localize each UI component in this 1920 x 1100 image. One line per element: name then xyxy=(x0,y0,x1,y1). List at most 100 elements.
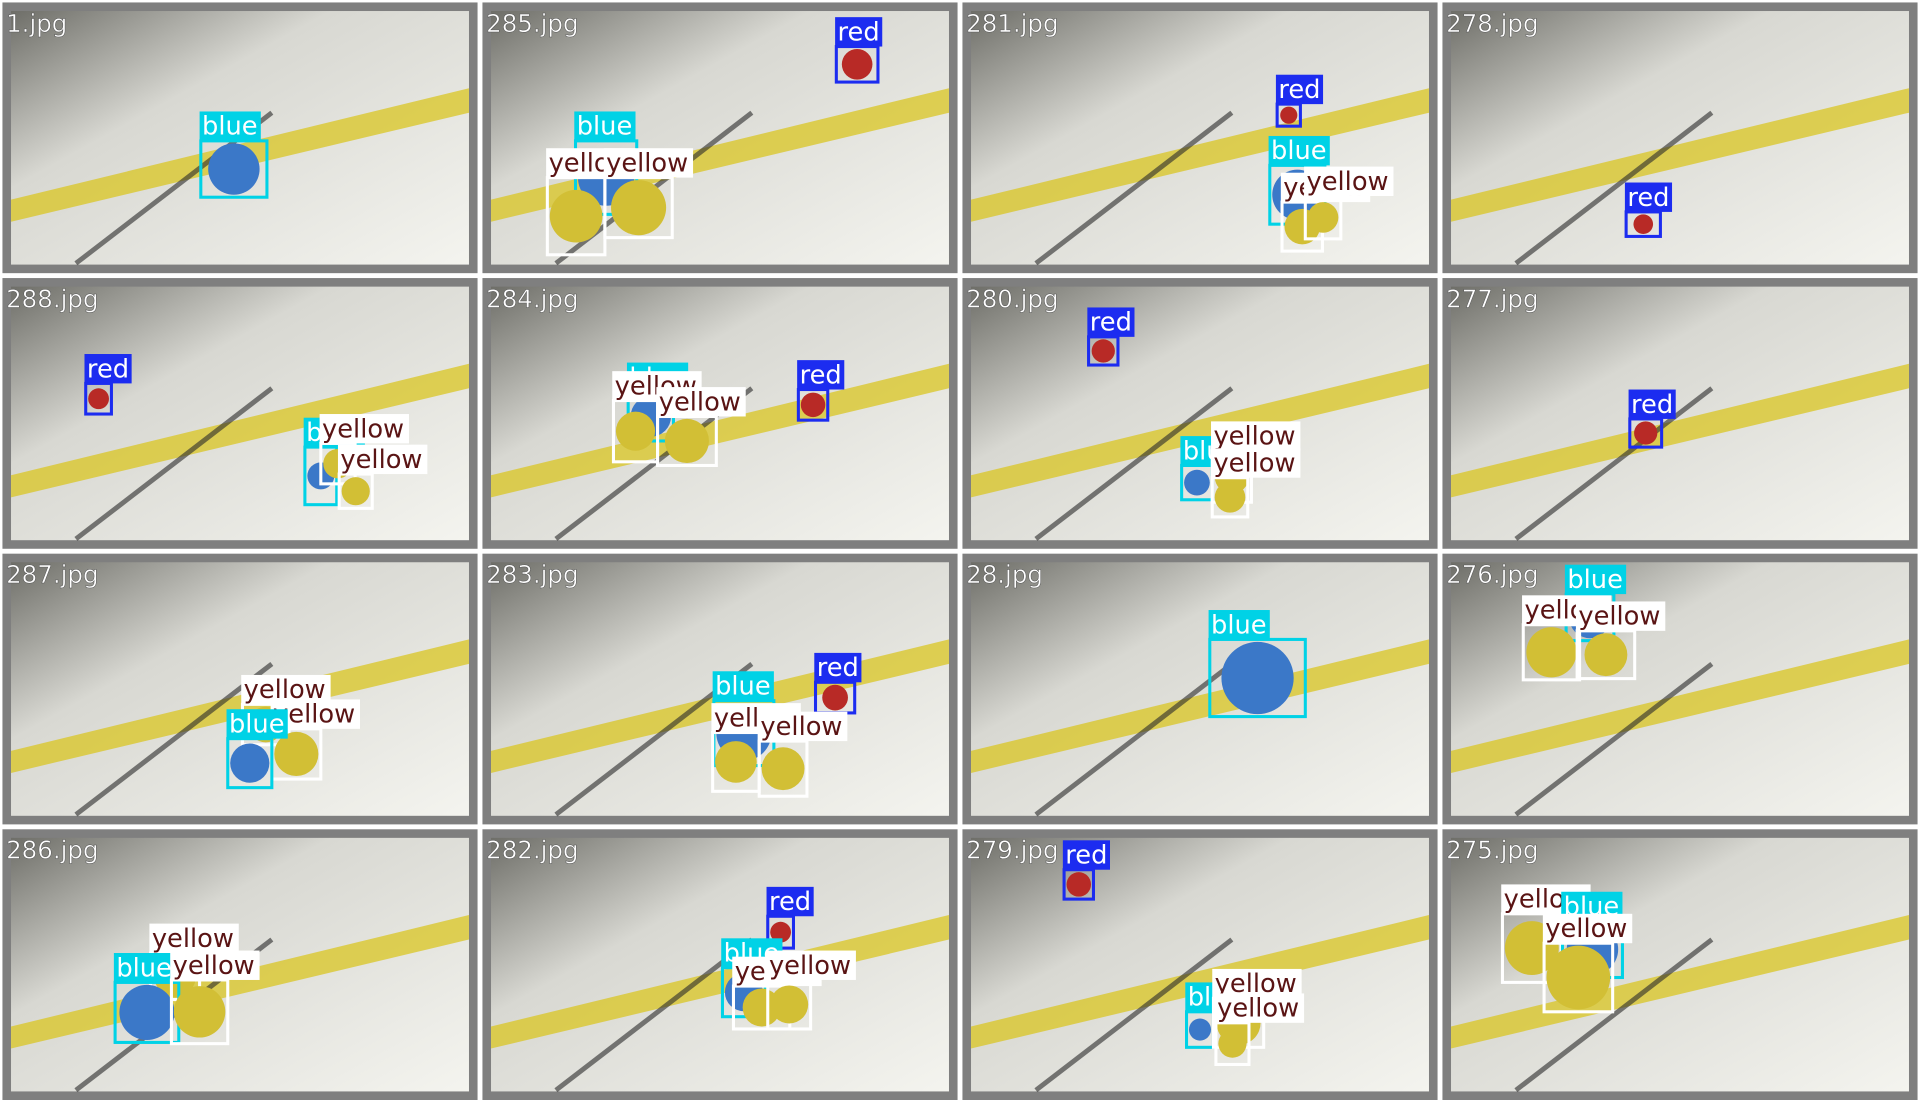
floor-line xyxy=(1514,386,1714,541)
ball xyxy=(1307,202,1339,233)
floor-line xyxy=(1514,661,1714,817)
filename: 283.jpg xyxy=(486,560,578,589)
detection-label: blue xyxy=(116,953,172,983)
detection-label: blue xyxy=(1271,136,1327,166)
filename: 278.jpg xyxy=(1446,9,1538,38)
label-background xyxy=(1564,564,1627,595)
detection-label: blue xyxy=(229,710,285,740)
ball xyxy=(1526,627,1577,678)
tile: 277.jpg red xyxy=(1442,278,1918,549)
ball xyxy=(1280,106,1298,124)
ball xyxy=(822,684,848,711)
label-background xyxy=(814,652,862,683)
detection-label: blue xyxy=(577,112,633,142)
table-rim xyxy=(491,915,949,1049)
detection-label: red xyxy=(800,360,842,390)
detection-label: yellow xyxy=(1217,994,1299,1024)
label-background xyxy=(1211,421,1301,451)
ball xyxy=(664,418,709,464)
ball xyxy=(615,411,656,451)
ball xyxy=(1184,469,1210,496)
label-background xyxy=(1062,840,1110,870)
label-background xyxy=(603,148,694,178)
detection-label: yellow xyxy=(606,148,688,178)
detection-label: blue xyxy=(1567,565,1623,595)
label-background xyxy=(757,711,848,742)
table-rim xyxy=(1451,639,1909,773)
table-rim xyxy=(971,915,1429,1049)
table-rim xyxy=(1451,363,1909,498)
ball xyxy=(770,921,792,943)
detection-label: red xyxy=(1627,183,1669,213)
label-background xyxy=(656,387,746,417)
floor-line xyxy=(1034,937,1234,1093)
detection-label: blue xyxy=(715,672,771,702)
label-background xyxy=(1542,913,1633,944)
ball xyxy=(119,984,175,1040)
detection-label: red xyxy=(87,354,129,384)
ball xyxy=(1221,641,1294,715)
label-background xyxy=(797,360,845,390)
label-background xyxy=(319,414,409,444)
detection-label: red xyxy=(1065,841,1107,871)
label-background xyxy=(766,950,856,980)
label-background xyxy=(1624,182,1673,212)
ball xyxy=(1188,1018,1212,1041)
detection-label: yellow xyxy=(1213,422,1295,452)
label-background xyxy=(149,923,239,954)
label-background xyxy=(1268,135,1330,166)
detection-label: yellow xyxy=(1213,449,1295,479)
detection-label: yellow xyxy=(760,712,842,742)
detection-label: yellow xyxy=(769,951,851,981)
detection-label: blue xyxy=(1211,610,1267,640)
ball xyxy=(1066,872,1092,897)
ball xyxy=(611,180,667,236)
filename: 276.jpg xyxy=(1446,560,1538,589)
filename: 287.jpg xyxy=(6,560,98,589)
ball xyxy=(1584,633,1628,677)
label-background xyxy=(1628,389,1676,419)
filename: 284.jpg xyxy=(486,284,578,313)
filename: 280.jpg xyxy=(966,284,1058,313)
table-rim xyxy=(491,363,949,498)
ball xyxy=(1546,945,1611,1010)
filename: 281.jpg xyxy=(966,9,1058,38)
ball xyxy=(549,189,603,243)
ball xyxy=(742,988,781,1027)
filename: 28.jpg xyxy=(966,560,1043,589)
ball xyxy=(1214,482,1246,513)
filename: 1.jpg xyxy=(6,9,67,38)
label-background xyxy=(1575,601,1666,631)
table-rim xyxy=(1451,88,1909,222)
detection-label: red xyxy=(817,653,859,683)
filename: 285.jpg xyxy=(486,9,578,38)
floor-line xyxy=(1514,110,1714,266)
tile: 1.jpg blue xyxy=(2,2,478,274)
detection-label: yellow xyxy=(1307,167,1389,197)
floor-line xyxy=(74,661,274,817)
detection-label: red xyxy=(838,17,880,47)
label-background xyxy=(84,354,132,384)
table-rim xyxy=(1451,915,1909,1049)
floor-line xyxy=(554,937,754,1093)
filename: 275.jpg xyxy=(1446,836,1538,865)
detection-label: blue xyxy=(202,112,258,142)
detection-label: yellow xyxy=(340,445,422,475)
detection-label: red xyxy=(769,887,811,917)
label-background xyxy=(199,111,261,141)
ball xyxy=(1218,1029,1247,1058)
filename: 279.jpg xyxy=(966,836,1058,865)
floor-line xyxy=(74,386,274,541)
label-background xyxy=(574,111,636,141)
label-background xyxy=(1275,74,1324,105)
detection-label: yellow xyxy=(659,387,741,417)
label-background xyxy=(226,709,288,739)
